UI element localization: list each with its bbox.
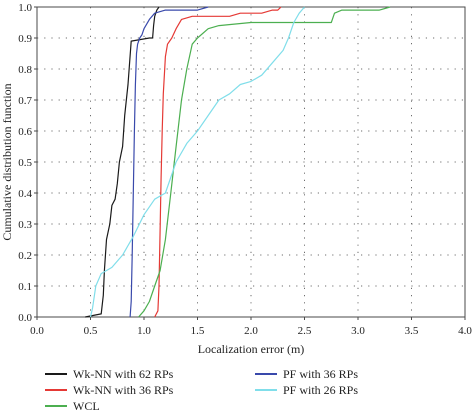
- series-lines: [85, 6, 391, 318]
- series-line-wk-nn-with-36-rps: [154, 6, 282, 318]
- y-tick-label: 0.0: [18, 312, 32, 324]
- x-tick-label: 4.0: [458, 325, 472, 337]
- series-line-pf-with-26-rps: [89, 6, 305, 318]
- x-tick-label: 2.5: [298, 325, 312, 337]
- grid-lines: [37, 7, 465, 317]
- legend: Wk-NN with 62 RPs Wk-NN with 36 RPs WCL PF …: [45, 367, 358, 413]
- y-tick-label: 0.6: [18, 126, 32, 138]
- series-line-wk-nn-with-62-rps: [85, 6, 160, 318]
- plot-frame: [36, 6, 466, 318]
- x-tick-label: 1.5: [191, 325, 205, 337]
- x-tick-label: 2.0: [244, 325, 258, 337]
- x-tick-label: 3.0: [351, 325, 365, 337]
- series-line-wcl: [138, 6, 391, 318]
- legend-label: WCL: [73, 399, 100, 413]
- axis-ticks: 0.0 0.5 1.0 1.5 2.0 2.5 3.0 3.5 4.0 0.0 0.1 0.2 0.3 0…: [18, 2, 472, 337]
- y-tick-label: 0.8: [18, 64, 32, 76]
- legend-label: Wk-NN with 62 RPs: [73, 367, 174, 381]
- y-tick-label: 0.9: [18, 33, 32, 45]
- y-axis-title: Cumulative distribution function: [0, 83, 14, 240]
- y-tick-label: 0.3: [18, 219, 32, 231]
- x-tick-label: 0.0: [30, 325, 44, 337]
- x-axis-title: Localization error (m): [198, 342, 305, 356]
- y-tick-label: 0.2: [18, 250, 32, 262]
- y-tick-label: 0.4: [18, 188, 32, 200]
- series-line-pf-with-36-rps: [129, 6, 209, 318]
- y-tick-label: 0.7: [18, 95, 32, 107]
- x-tick-label: 1.0: [137, 325, 151, 337]
- y-tick-label: 1.0: [18, 2, 32, 14]
- x-tick-label: 3.5: [405, 325, 419, 337]
- y-tick-label: 0.1: [18, 281, 32, 293]
- legend-label: PF with 26 RPs: [283, 383, 358, 397]
- legend-label: PF with 36 RPs: [283, 367, 358, 381]
- legend-label: Wk-NN with 36 RPs: [73, 383, 174, 397]
- y-tick-label: 0.5: [18, 157, 32, 169]
- x-tick-label: 0.5: [84, 325, 98, 337]
